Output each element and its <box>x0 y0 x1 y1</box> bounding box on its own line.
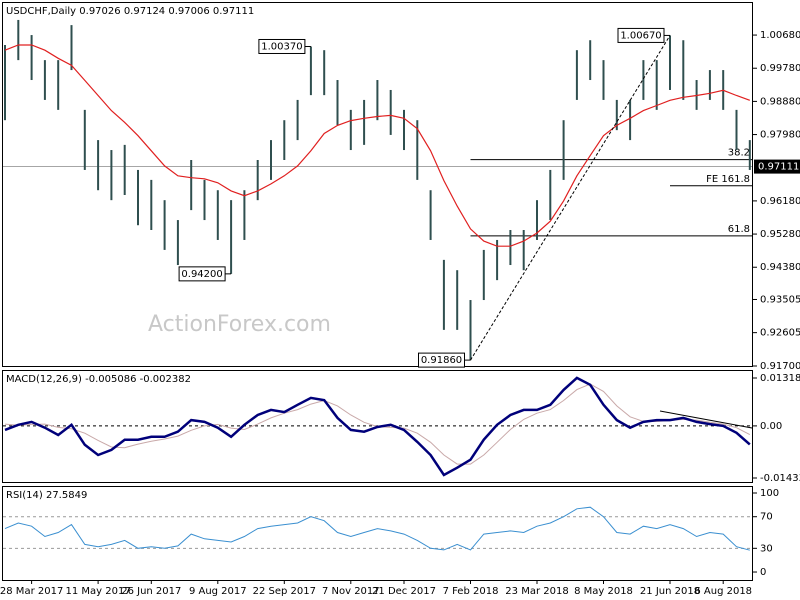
y-tick-label: 0.92605 <box>760 328 800 339</box>
price-panel <box>2 2 753 367</box>
macd-panel <box>2 370 753 483</box>
indicator-label: MACD(12,26,9) -0.005086 -0.002382 <box>6 374 191 385</box>
callout-label: 0.94200 <box>181 269 222 280</box>
callout-label: 0.91860 <box>421 355 462 366</box>
fib-label: 61.8 <box>728 224 750 235</box>
y-tick-label: 0.00 <box>760 421 782 432</box>
x-tick-label: 22 Sep 2017 <box>253 586 316 597</box>
y-tick-label: 100 <box>760 488 779 499</box>
fib-label: FE 161.8 <box>706 174 750 185</box>
callout-box <box>617 27 665 43</box>
y-tick-label: -0.014339 <box>760 473 800 484</box>
x-tick-label: 21 Dec 2017 <box>372 586 436 597</box>
callout-box <box>258 38 306 54</box>
y-tick-label: 70 <box>760 512 773 523</box>
x-tick-label: 23 Mar 2018 <box>505 586 568 597</box>
y-tick-label: 0.95280 <box>760 229 800 240</box>
y-tick-label: 0 <box>760 567 766 578</box>
x-tick-label: 28 Mar 2017 <box>0 586 63 597</box>
last-price-box <box>754 159 800 174</box>
y-tick-label: 0.91700 <box>760 361 800 372</box>
rsi-line <box>4 506 750 551</box>
y-tick-label: 0.98880 <box>760 96 800 107</box>
macd-line <box>4 376 751 477</box>
indicator-label: RSI(14) 27.5849 <box>6 490 87 501</box>
x-tick-label: 6 Aug 2018 <box>694 586 752 597</box>
x-tick-label: 7 Feb 2018 <box>443 586 499 597</box>
y-tick-label: 0.94380 <box>760 262 800 273</box>
macd-trendline <box>659 410 753 429</box>
y-tick-label: 0.93505 <box>760 294 800 305</box>
fib-label: 38.2 <box>728 148 750 159</box>
y-tick-label: 30 <box>760 543 773 554</box>
x-tick-label: 9 Aug 2017 <box>189 586 247 597</box>
y-tick-label: 0.013184 <box>760 373 800 384</box>
trendline <box>470 35 671 361</box>
moving-average <box>4 44 751 247</box>
last-price-label: 0.97111 <box>758 162 799 173</box>
rsi-panel <box>2 486 753 581</box>
x-tick-label: 8 May 2018 <box>574 586 633 597</box>
x-tick-label: 21 Jun 2018 <box>640 586 700 597</box>
y-tick-label: 0.97980 <box>760 130 800 141</box>
x-tick-label: 26 Jun 2017 <box>121 586 181 597</box>
x-tick-label: 7 Nov 2017 <box>322 586 380 597</box>
callout-box <box>418 352 465 368</box>
chart-title: USDCHF,Daily 0.97026 0.97124 0.97006 0.9… <box>6 6 254 17</box>
y-tick-label: 0.96180 <box>760 196 800 207</box>
y-tick-label: 1.00680 <box>760 30 800 41</box>
x-tick-label: 11 May 2017 <box>65 586 130 597</box>
callout-box <box>178 266 226 282</box>
y-tick-label: 0.99780 <box>760 63 800 74</box>
callout-label: 1.00670 <box>620 30 661 41</box>
watermark: ActionForex.com <box>148 312 331 337</box>
callout-label: 1.00370 <box>261 41 302 52</box>
